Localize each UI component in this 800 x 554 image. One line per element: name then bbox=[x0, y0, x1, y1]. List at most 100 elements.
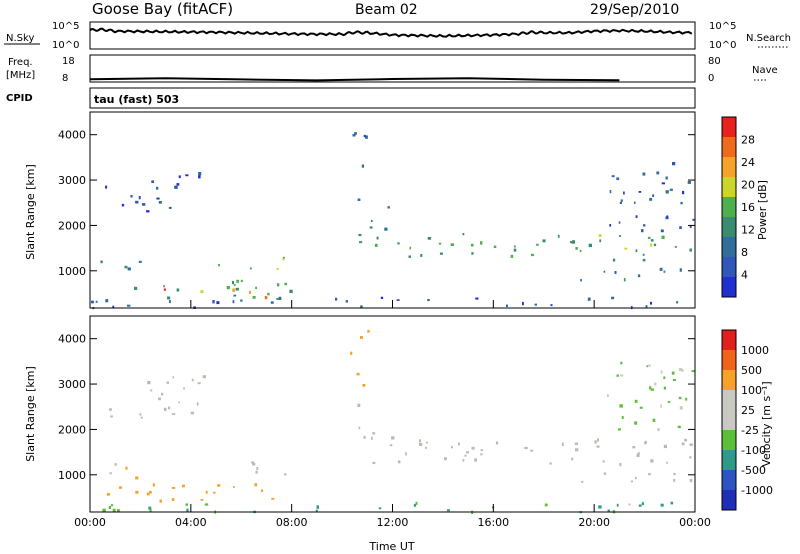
range-cell bbox=[514, 245, 516, 248]
range-cell bbox=[587, 297, 591, 301]
colorbar-swatch bbox=[722, 470, 736, 490]
range-cell bbox=[609, 189, 612, 194]
range-cell bbox=[647, 236, 651, 239]
range-cell bbox=[397, 460, 401, 464]
range-cell bbox=[458, 442, 460, 446]
range-cell bbox=[438, 242, 442, 245]
range-cell bbox=[575, 448, 579, 452]
range-cell bbox=[673, 479, 676, 482]
date-title: 29/Sep/2010 bbox=[590, 2, 679, 18]
nsky-label: N.Sky bbox=[6, 33, 34, 44]
range-cell bbox=[628, 503, 631, 506]
range-cell bbox=[384, 227, 388, 231]
range-cell bbox=[240, 299, 243, 302]
range-cell bbox=[264, 296, 268, 300]
range-cell bbox=[619, 463, 622, 465]
x-tick-label: 16:00 bbox=[477, 516, 509, 529]
colorbar-swatch bbox=[722, 277, 736, 297]
range-cell bbox=[680, 201, 683, 205]
range-cell bbox=[146, 210, 150, 213]
velocity-panel-frame bbox=[89, 315, 696, 513]
range-cell bbox=[572, 240, 576, 244]
range-cell bbox=[661, 182, 665, 185]
range-cell bbox=[571, 457, 574, 461]
colorbar-tick-label: -25 bbox=[741, 424, 759, 437]
range-cell bbox=[672, 379, 676, 381]
range-cell bbox=[649, 386, 652, 390]
cpid-text: tau (fast) 503 bbox=[94, 93, 179, 106]
range-cell bbox=[450, 446, 453, 449]
range-cell bbox=[549, 462, 552, 465]
range-cell bbox=[634, 399, 638, 403]
power-ylabel: Slant Range [km] bbox=[24, 164, 37, 260]
range-cell bbox=[643, 224, 646, 227]
nsky-tick-low: 10^0 bbox=[52, 40, 79, 51]
range-cell bbox=[255, 470, 258, 474]
range-cell bbox=[574, 442, 578, 445]
range-cell bbox=[603, 270, 606, 273]
range-cell bbox=[639, 406, 643, 409]
range-cell bbox=[624, 247, 628, 250]
range-cell bbox=[276, 268, 279, 270]
range-cell bbox=[249, 290, 251, 294]
range-cell bbox=[105, 185, 108, 189]
range-cell bbox=[359, 241, 363, 244]
range-cell bbox=[653, 243, 657, 247]
range-cell bbox=[581, 480, 584, 483]
range-cell bbox=[276, 283, 280, 287]
range-cell bbox=[679, 226, 682, 229]
velocity-colorbar-label: Velocity [m s⁻¹] bbox=[760, 381, 773, 466]
range-cell bbox=[151, 180, 154, 183]
colorbar-swatch bbox=[722, 370, 736, 390]
range-cell bbox=[642, 258, 646, 262]
nsearch-tick-high: 10^5 bbox=[709, 21, 736, 32]
range-cell bbox=[236, 279, 239, 283]
range-cell bbox=[226, 286, 230, 290]
range-cell bbox=[536, 243, 539, 246]
range-cell bbox=[276, 298, 279, 300]
range-cell bbox=[660, 229, 664, 233]
range-cell bbox=[665, 190, 669, 194]
range-cell bbox=[618, 221, 621, 224]
range-cell bbox=[599, 239, 602, 243]
range-cell bbox=[557, 234, 560, 238]
range-cell bbox=[335, 297, 338, 301]
range-cell bbox=[447, 509, 450, 512]
range-cell bbox=[674, 245, 677, 248]
range-cell bbox=[200, 499, 204, 501]
range-cell bbox=[148, 506, 152, 510]
range-cell bbox=[561, 442, 564, 446]
range-cell bbox=[91, 300, 94, 304]
range-cell bbox=[200, 290, 204, 294]
colorbar-tick-label: 16 bbox=[741, 201, 755, 214]
range-cell bbox=[413, 503, 417, 507]
range-cell bbox=[360, 336, 363, 339]
range-cell bbox=[185, 174, 189, 177]
range-cell bbox=[550, 304, 553, 307]
range-cell bbox=[419, 443, 423, 446]
range-cell bbox=[217, 484, 221, 487]
range-cell bbox=[121, 203, 125, 207]
nsky-tick-high: 10^5 bbox=[52, 21, 79, 32]
colorbar-tick-label: -500 bbox=[741, 464, 766, 477]
range-cell bbox=[652, 418, 656, 422]
range-cell bbox=[371, 436, 373, 440]
range-cell bbox=[618, 428, 621, 431]
freq-unit: [MHz] bbox=[6, 70, 35, 81]
range-cell bbox=[652, 194, 655, 197]
range-cell bbox=[635, 249, 638, 253]
range-cell bbox=[282, 258, 285, 261]
range-cell bbox=[663, 444, 667, 449]
freq-label: Freq. bbox=[8, 57, 33, 68]
power-colorbar-label: Power [dB] bbox=[756, 180, 769, 240]
range-cell bbox=[130, 195, 133, 198]
range-cell bbox=[271, 497, 275, 500]
range-cell bbox=[118, 486, 123, 489]
range-cell bbox=[369, 226, 373, 229]
range-cell bbox=[632, 445, 636, 449]
range-cell bbox=[669, 188, 673, 191]
range-cell bbox=[372, 432, 376, 435]
range-cell bbox=[656, 171, 660, 175]
range-cell bbox=[450, 243, 454, 246]
power-heatmap bbox=[91, 132, 696, 310]
